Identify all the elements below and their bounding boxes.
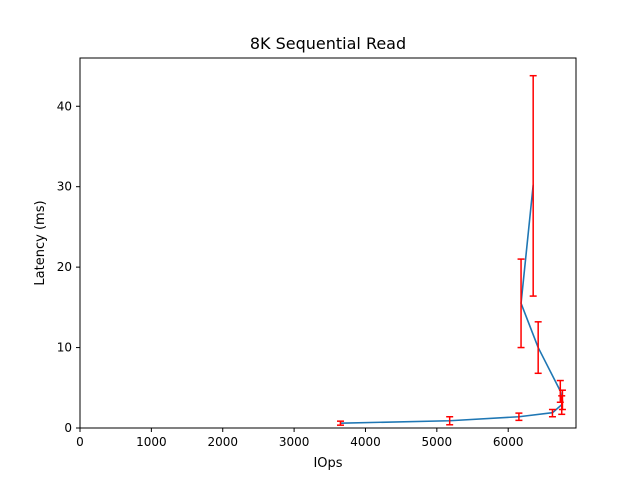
error-bar bbox=[534, 321, 542, 375]
error-bar bbox=[548, 408, 556, 418]
x-tick-label: 2000 bbox=[207, 435, 238, 449]
plot-frame bbox=[79, 57, 577, 429]
x-tick-label: 6000 bbox=[493, 435, 524, 449]
y-tick-label: 40 bbox=[57, 99, 72, 113]
x-tick-label: 5000 bbox=[422, 435, 453, 449]
x-tick-label: 0 bbox=[76, 435, 84, 449]
error-bar bbox=[336, 420, 344, 426]
error-bar bbox=[446, 415, 454, 426]
error-bar bbox=[517, 258, 525, 349]
errorbar-layer bbox=[336, 74, 566, 426]
x-tick-label: 1000 bbox=[136, 435, 167, 449]
x-axis: 0 1000 2000 3000 4000 5000 6000 bbox=[76, 428, 523, 449]
error-bar bbox=[515, 412, 523, 422]
error-bar bbox=[556, 379, 564, 404]
y-axis: 0 10 20 30 40 bbox=[57, 99, 80, 435]
x-tick-label: 4000 bbox=[350, 435, 381, 449]
error-bar bbox=[529, 74, 537, 297]
x-axis-label: IOps bbox=[313, 456, 342, 471]
y-tick-label: 30 bbox=[57, 180, 72, 194]
x-tick-label: 3000 bbox=[279, 435, 310, 449]
plot-area bbox=[80, 58, 576, 428]
y-tick-label: 10 bbox=[57, 341, 72, 355]
y-tick-label: 0 bbox=[64, 421, 72, 435]
y-axis-label: Latency (ms) bbox=[33, 200, 48, 285]
y-tick-label: 20 bbox=[57, 260, 72, 274]
chart-title: 8K Sequential Read bbox=[250, 34, 406, 53]
